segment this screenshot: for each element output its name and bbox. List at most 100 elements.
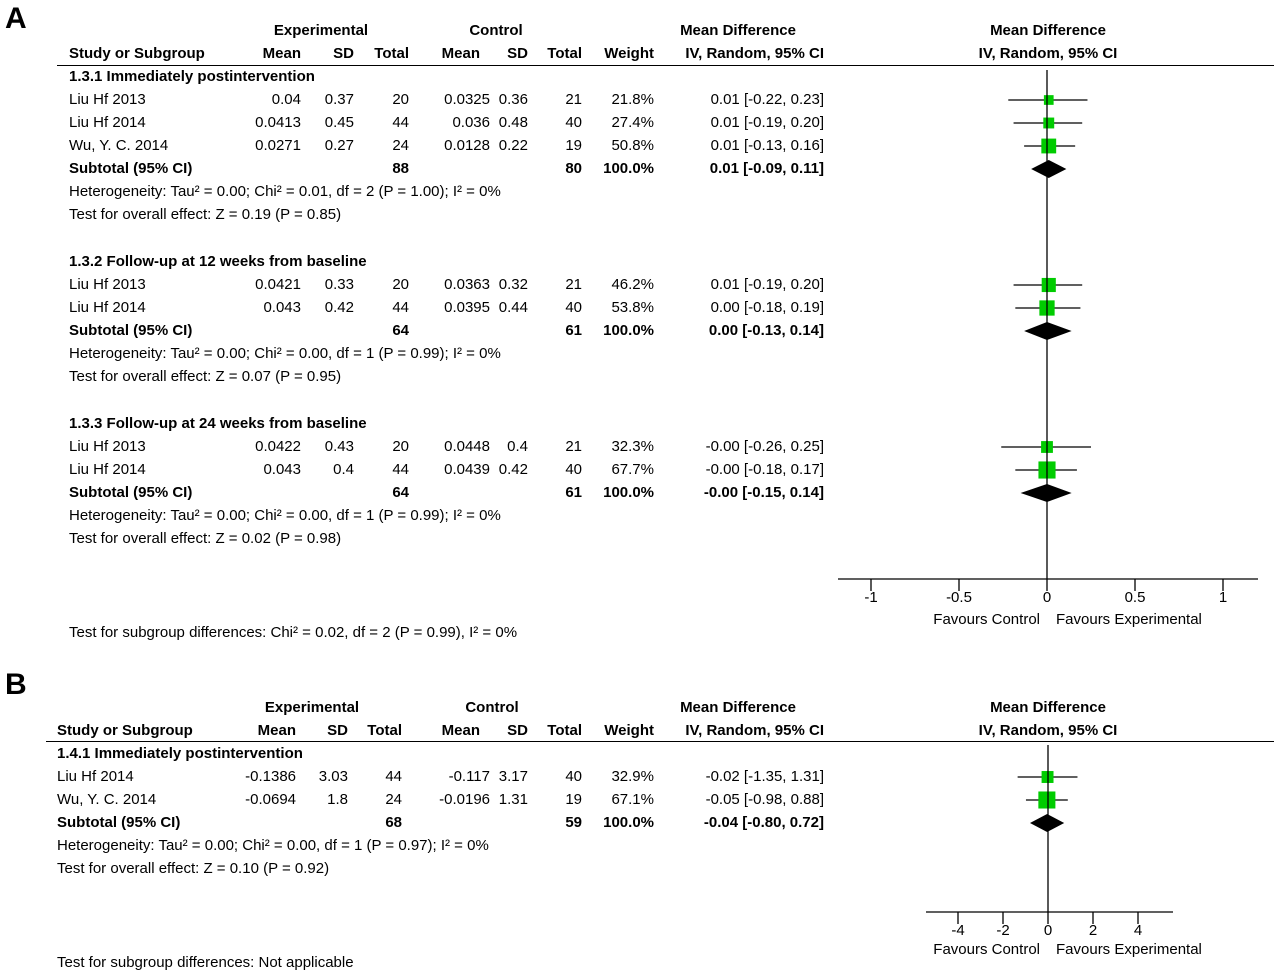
- study-name: Liu Hf 2013: [69, 91, 146, 108]
- mean-e: -0.0694: [245, 791, 296, 808]
- study-name: Liu Hf 2014: [69, 461, 146, 478]
- weight: 53.8%: [611, 299, 654, 316]
- header-mean-difference-plot: Mean Difference: [990, 699, 1106, 716]
- header-ci: IV, Random, 95% CI: [685, 722, 824, 739]
- header-total-c: Total: [547, 722, 582, 739]
- header-sd-e: SD: [333, 45, 354, 62]
- header-mean-c: Mean: [441, 45, 480, 62]
- overall-effect-text: Test for overall effect: Z = 0.10 (P = 0…: [57, 860, 330, 877]
- subgroup-title: 1.3.3 Follow-up at 24 weeks from baselin…: [69, 415, 367, 432]
- total-e: 24: [392, 137, 409, 154]
- header-sd-e: SD: [327, 722, 348, 739]
- weight: 67.1%: [611, 791, 654, 808]
- subtotal-diamond: [1024, 322, 1072, 340]
- effect-square: [1041, 138, 1057, 154]
- sd-c: 0.32: [498, 276, 528, 293]
- sd-c: 1.31: [498, 791, 528, 808]
- mean-c: 0.0439: [444, 461, 490, 478]
- header-experimental: Experimental: [273, 22, 369, 39]
- sd-c: 0.4: [507, 438, 528, 455]
- subtotal-label: Subtotal (95% CI): [69, 322, 193, 339]
- panel-letter: B: [5, 668, 27, 701]
- sd-c: 0.22: [498, 137, 528, 154]
- overall-effect-text: Test for overall effect: Z = 0.02 (P = 0…: [69, 530, 342, 547]
- mean-c: 0.0395: [444, 299, 490, 316]
- header-sd-c: SD: [507, 45, 528, 62]
- header-mean-difference-plot: Mean Difference: [990, 22, 1106, 39]
- header-mean-e: Mean: [257, 722, 296, 739]
- favours-control-label: Favours Control: [933, 941, 1040, 958]
- study-name: Liu Hf 2013: [69, 438, 146, 455]
- heterogeneity-text: Heterogeneity: Tau² = 0.00; Chi² = 0.00,…: [69, 345, 501, 362]
- subtotal-label: Subtotal (95% CI): [69, 484, 193, 501]
- mean-c: 0.0325: [444, 91, 490, 108]
- study-name: Wu, Y. C. 2014: [69, 137, 169, 154]
- subtotal-total-e: 64: [392, 484, 409, 501]
- header-mean-c: Mean: [441, 722, 480, 739]
- subgroup-differences-text: Test for subgroup differences: Not appli…: [57, 954, 354, 971]
- total-e: 20: [392, 438, 409, 455]
- effect-square: [1043, 117, 1055, 129]
- x-tick-label: -4: [951, 922, 965, 939]
- ci: -0.02 [-1.35, 1.31]: [705, 768, 824, 785]
- x-tick-label: 0: [1042, 589, 1052, 606]
- subtotal-ci: -0.04 [-0.80, 0.72]: [703, 814, 824, 831]
- subtotal-diamond: [1030, 814, 1065, 832]
- header-mean-e: Mean: [262, 45, 301, 62]
- subtotal-diamond: [1031, 160, 1067, 178]
- mean-c: 0.0128: [444, 137, 490, 154]
- sd-c: 0.42: [498, 461, 528, 478]
- total-c: 40: [565, 114, 582, 131]
- weight: 50.8%: [611, 137, 654, 154]
- header-total-c: Total: [547, 45, 582, 62]
- weight: 67.7%: [611, 461, 654, 478]
- study-name: Liu Hf 2013: [69, 276, 146, 293]
- subgroup-title: 1.3.1 Immediately postintervention: [69, 68, 315, 85]
- total-c: 40: [565, 768, 582, 785]
- header-study: Study or Subgroup: [57, 722, 193, 739]
- weight: 21.8%: [611, 91, 654, 108]
- mean-e: 0.0422: [255, 438, 301, 455]
- mean-e: 0.043: [263, 299, 301, 316]
- sd-e: 0.37: [324, 91, 354, 108]
- header-weight: Weight: [604, 45, 654, 62]
- x-tick-label: 0.5: [1124, 589, 1146, 606]
- x-tick-label: 2: [1088, 922, 1098, 939]
- total-e: 20: [392, 276, 409, 293]
- effect-square: [1038, 791, 1056, 809]
- subtotal-weight: 100.0%: [603, 814, 654, 831]
- heterogeneity-text: Heterogeneity: Tau² = 0.00; Chi² = 0.00,…: [69, 507, 501, 524]
- subtotal-weight: 100.0%: [603, 484, 654, 501]
- header-ci-plot: IV, Random, 95% CI: [978, 45, 1118, 62]
- subtotal-total-e: 64: [392, 322, 409, 339]
- subtotal-label: Subtotal (95% CI): [57, 814, 181, 831]
- x-tick-label: -0.5: [946, 589, 972, 606]
- total-e: 44: [385, 768, 402, 785]
- panel-letter: A: [5, 2, 27, 35]
- total-c: 21: [565, 276, 582, 293]
- weight: 32.9%: [611, 768, 654, 785]
- subtotal-total-c: 61: [565, 322, 582, 339]
- subgroup-differences-text: Test for subgroup differences: Chi² = 0.…: [69, 624, 518, 641]
- x-tick-label: 0: [1043, 922, 1053, 939]
- header-experimental: Experimental: [264, 699, 360, 716]
- sd-c: 0.44: [498, 299, 528, 316]
- header-control: Control: [469, 22, 523, 39]
- subtotal-label: Subtotal (95% CI): [69, 160, 193, 177]
- sd-e: 3.03: [318, 768, 348, 785]
- subtotal-weight: 100.0%: [603, 160, 654, 177]
- overall-effect-text: Test for overall effect: Z = 0.07 (P = 0…: [69, 368, 342, 385]
- subgroup-title: 1.4.1 Immediately postintervention: [57, 745, 303, 762]
- mean-e: -0.1386: [245, 768, 296, 785]
- header-separator: [57, 65, 1274, 66]
- header-mean-difference: Mean Difference: [680, 22, 796, 39]
- total-e: 24: [385, 791, 402, 808]
- sd-e: 0.33: [324, 276, 354, 293]
- study-name: Wu, Y. C. 2014: [57, 791, 157, 808]
- x-tick-label: 4: [1133, 922, 1143, 939]
- mean-c: 0.0363: [444, 276, 490, 293]
- mean-e: 0.0413: [255, 114, 301, 131]
- header-sd-c: SD: [507, 722, 528, 739]
- mean-e: 0.0421: [255, 276, 301, 293]
- total-e: 44: [392, 461, 409, 478]
